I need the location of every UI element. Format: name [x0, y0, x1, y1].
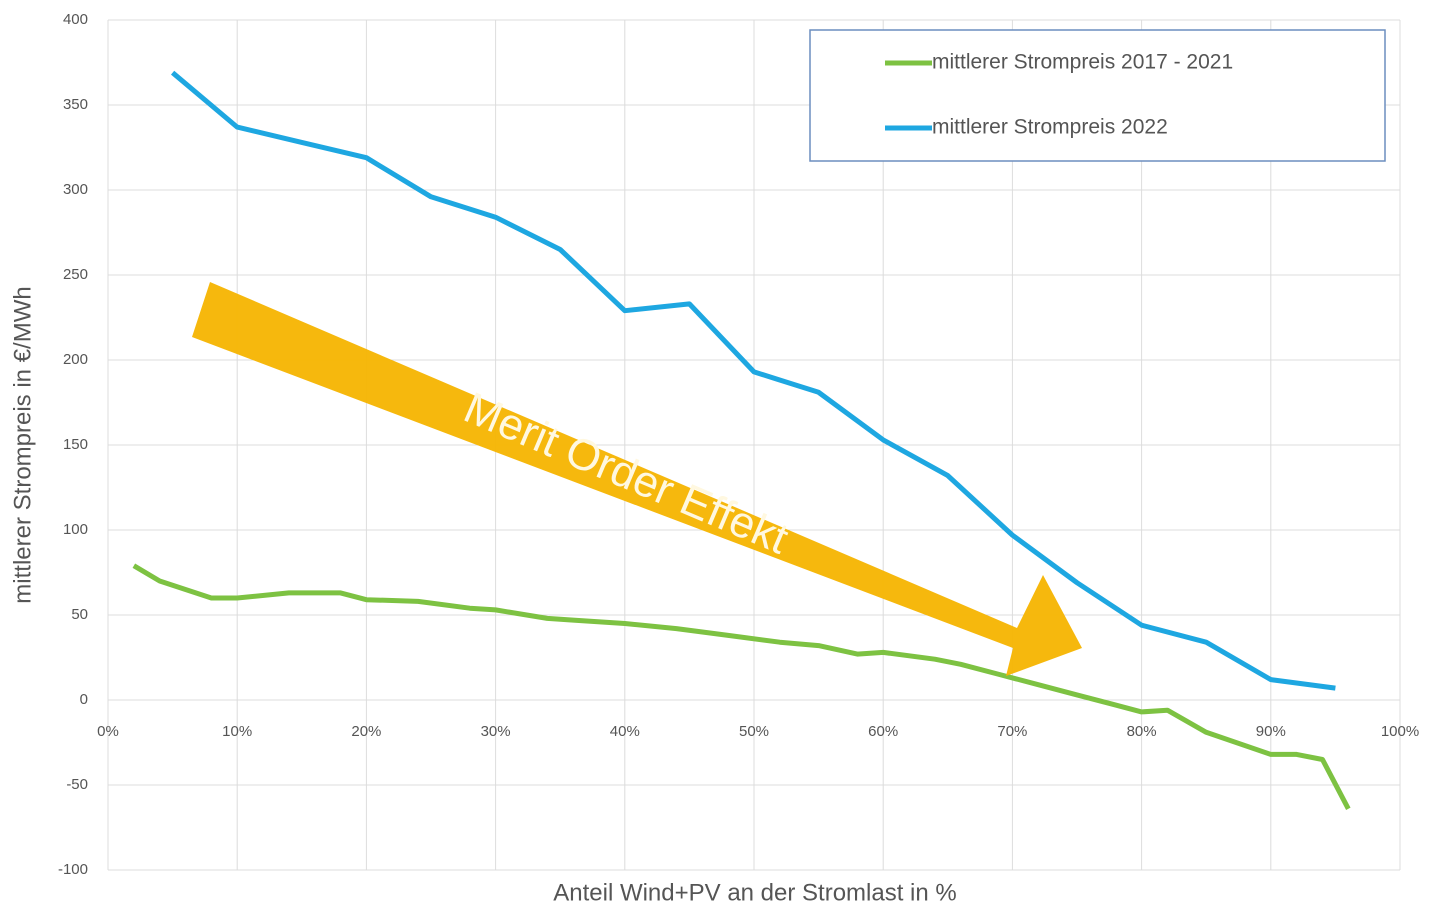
x-tick-label: 60%: [868, 723, 898, 740]
y-tick-label: -50: [66, 776, 88, 793]
y-tick-label: 0: [80, 691, 88, 708]
legend-box: [809, 29, 1386, 162]
series-line: [132, 563, 1351, 810]
x-tick-label: 20%: [351, 723, 381, 740]
x-tick-label: 50%: [739, 723, 769, 740]
y-tick-label: 200: [63, 351, 88, 368]
lines: [132, 70, 1351, 810]
x-tick-label: 90%: [1256, 723, 1286, 740]
x-tick-label: 70%: [997, 723, 1027, 740]
y-tick-label: 50: [71, 606, 88, 623]
x-tick-label: 0%: [97, 723, 119, 740]
y-tick-label: -100: [58, 861, 88, 878]
x-tick-label: 30%: [481, 723, 511, 740]
x-tick-label: 40%: [610, 723, 640, 740]
legend: mittlerer Strompreis 2017 - 2021 mittlere…: [885, 51, 1233, 139]
legend-label: mittlerer Strompreis 2017 - 2021: [932, 51, 1233, 74]
x-tick-label: 10%: [222, 723, 252, 740]
annotation: Merit Order Effekt: [457, 383, 795, 563]
y-tick-label: 400: [63, 11, 88, 28]
series-line: [170, 70, 1336, 691]
x-tick-label: 80%: [1127, 723, 1157, 740]
y-tick-label: 100: [63, 521, 88, 538]
y-tick-label: 300: [63, 181, 88, 198]
legend-label: mittlerer Strompreis 2022: [932, 116, 1168, 139]
merit-order-arrow: [192, 282, 1082, 676]
x-tick-label: 100%: [1381, 723, 1419, 740]
y-axis-title: mittlerer Strompreis in €/MWh: [9, 286, 36, 603]
y-tick-label: 150: [63, 436, 88, 453]
y-tick-label: 350: [63, 96, 88, 113]
y-tick-label: 250: [63, 266, 88, 283]
x-axis-title: Anteil Wind+PV an der Stromlast in %: [553, 879, 957, 906]
